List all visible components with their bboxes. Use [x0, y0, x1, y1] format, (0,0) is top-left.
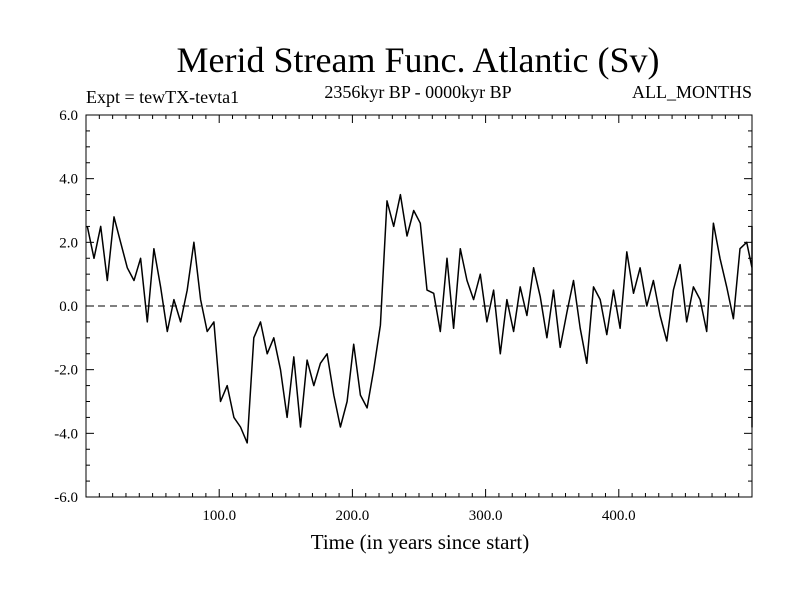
x-tick-label: 100.0: [202, 508, 236, 524]
experiment-label: Expt = tewTX-tevta1: [86, 87, 239, 107]
chart-title: Merid Stream Func. Atlantic (Sv): [177, 40, 660, 80]
x-tick-label: 200.0: [336, 508, 370, 524]
x-tick-label: 400.0: [602, 508, 636, 524]
y-tick-label: -6.0: [54, 490, 78, 506]
period-label: 2356kyr BP - 0000kyr BP: [324, 82, 511, 102]
y-tick-label: 6.0: [59, 108, 78, 124]
x-tick-label: 300.0: [469, 508, 503, 524]
y-tick-label: -2.0: [54, 363, 78, 379]
y-tick-label: 2.0: [59, 235, 78, 251]
series-layer: [86, 193, 753, 444]
y-tick-label: 4.0: [59, 172, 78, 188]
y-axis: 6.0 4.0 2.0 0.0 -2.0 -4.0 -6.0: [54, 108, 752, 506]
x-axis: 100.0 200.0 300.0 400.0: [98, 115, 740, 524]
series-line: [86, 193, 753, 444]
x-axis-label: Time (in years since start): [311, 530, 530, 554]
y-tick-label: 0.0: [59, 299, 78, 315]
season-label: ALL_MONTHS: [632, 82, 752, 102]
y-tick-label: -4.0: [54, 426, 78, 442]
